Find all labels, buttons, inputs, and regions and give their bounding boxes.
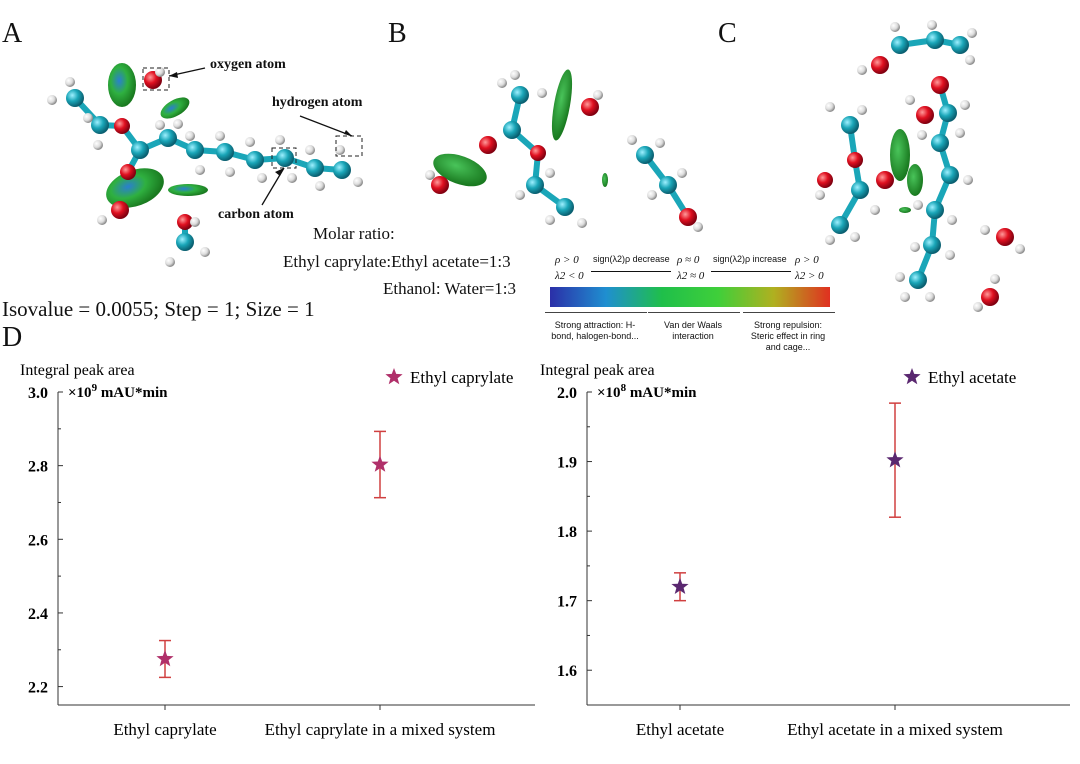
molar-ratio-label: Molar ratio: <box>313 224 395 243</box>
y-axis-unit: ×108 mAU*min <box>597 382 697 401</box>
ratio-solvent: Ethanol: Water=1:3 <box>383 279 517 298</box>
cb-left-bottom: λ2 < 0 <box>555 270 584 282</box>
y-axis-label: Integral peak area <box>540 362 655 379</box>
legend-label: Ethyl acetate <box>928 368 1016 387</box>
legend-label: Ethyl caprylate <box>410 368 513 387</box>
carbon-atom-label: carbon atom <box>218 207 294 222</box>
panel-letter-a: A <box>2 18 23 49</box>
cb-left-top: ρ > 0 <box>555 254 579 266</box>
x-tick-label: Ethyl caprylate <box>113 720 216 739</box>
y-tick-label: 1.9 <box>557 455 577 472</box>
molecule-c-image <box>815 20 1025 312</box>
chart-ethyl-caprylate: Integral peak area ×109 mAU*min 2.2 2.4 2.6 2… <box>20 362 535 739</box>
panel-letter-c: C <box>718 18 737 49</box>
cb-gradient <box>550 287 830 307</box>
cb-decrease: sign(λ2)ρ decrease <box>593 254 670 264</box>
legend-marker <box>385 368 403 385</box>
cb-bracket-1 <box>545 312 647 313</box>
cb-box-repulsion: Strong repulsion: Steric effect in ring … <box>743 320 833 353</box>
y-axis-unit: ×109 mAU*min <box>68 382 168 401</box>
cb-mid-top: ρ ≈ 0 <box>677 254 700 266</box>
molecule-b-image <box>425 69 703 232</box>
data-point-star <box>886 451 904 468</box>
y-tick-label: 3.0 <box>28 385 48 402</box>
y-tick-label: 2.4 <box>28 606 48 623</box>
cb-mid-bottom: λ2 ≈ 0 <box>677 270 705 282</box>
y-tick-label: 2.2 <box>28 680 48 697</box>
cb-box-repulsion-title: Strong repulsion: <box>753 320 823 330</box>
cb-increase: sign(λ2)ρ increase <box>713 254 787 264</box>
cb-right-top: ρ > 0 <box>795 254 819 266</box>
hydrogen-atom-label: hydrogen atom <box>272 95 363 110</box>
cb-arrow-left <box>591 271 671 272</box>
molecule-a-image <box>47 63 363 267</box>
x-tick-label: Ethyl caprylate in a mixed system <box>265 720 496 739</box>
panel-letter-d: D <box>2 322 23 353</box>
panel-letter-b: B <box>388 18 407 49</box>
cb-arrow-right <box>711 271 791 272</box>
y-tick-label: 1.6 <box>557 663 577 680</box>
data-point-star <box>156 650 174 667</box>
y-axis-label: Integral peak area <box>20 362 135 379</box>
cb-box-repulsion-text: Steric effect in ring and cage... <box>750 331 826 352</box>
y-tick-label: 2.0 <box>557 385 577 402</box>
x-tick-label: Ethyl acetate <box>636 720 724 739</box>
chart-ethyl-acetate: Integral peak area ×108 mAU*min 1.6 1.7 1.8 1… <box>540 362 1070 739</box>
y-tick-label: 1.7 <box>557 594 577 611</box>
oxygen-atom-label: oxygen atom <box>210 57 286 72</box>
y-tick-label: 2.6 <box>28 532 48 549</box>
cb-bracket-3 <box>743 312 835 313</box>
y-tick-label: 1.8 <box>557 524 577 541</box>
cb-bracket-2 <box>648 312 740 313</box>
data-point-star <box>671 577 689 594</box>
cb-box-attraction: Strong attraction: H-bond, halogen-bond.… <box>551 320 639 341</box>
cb-box-vdw: Van der Waals interaction <box>663 320 723 341</box>
x-tick-label: Ethyl acetate in a mixed system <box>787 720 1003 739</box>
data-point-star <box>371 455 389 472</box>
ratio-esters: Ethyl caprylate:Ethyl acetate=1:3 <box>283 252 511 271</box>
nci-colorbar: ρ > 0 λ2 < 0 sign(λ2)ρ decrease ρ ≈ 0 λ2… <box>545 252 835 362</box>
legend-marker <box>903 368 921 385</box>
y-tick-label: 2.8 <box>28 459 48 476</box>
isovalue-label: Isovalue = 0.0055; Step = 1; Size = 1 <box>2 297 315 321</box>
cb-right-bottom: λ2 > 0 <box>795 270 824 282</box>
